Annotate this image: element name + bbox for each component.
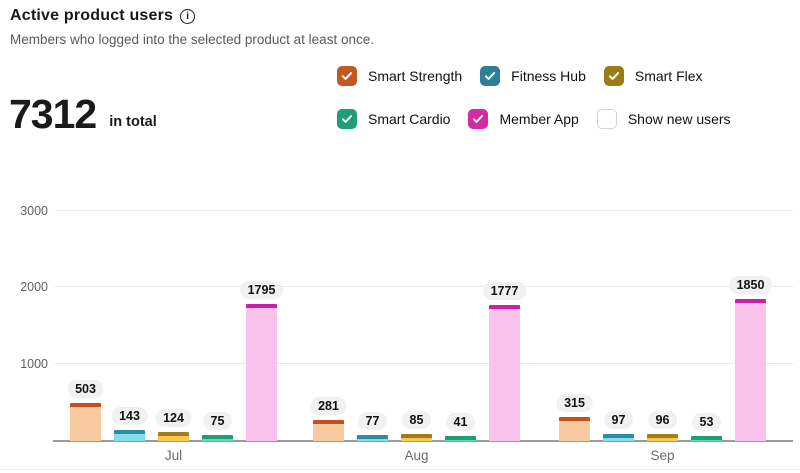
value-label-smart-flex-sep: 96 bbox=[647, 411, 678, 429]
info-icon[interactable]: i bbox=[180, 8, 196, 24]
total-label: in total bbox=[109, 114, 157, 130]
total-block: 7312 in total bbox=[9, 94, 157, 135]
legend-item-smart-strength[interactable]: Smart Strength bbox=[337, 66, 462, 86]
y-tick-label-2000: 2000 bbox=[20, 280, 48, 294]
chart-legend: Smart Strength Fitness Hub Smart Flex Smart… bbox=[337, 66, 731, 129]
bar-smart-flex-aug bbox=[401, 434, 432, 441]
x-tick-label-sep: Sep bbox=[650, 448, 675, 463]
value-label-smart-strength-aug: 281 bbox=[310, 397, 347, 415]
bar-smart-cardio-sep bbox=[691, 436, 722, 441]
card-subtitle: Members who logged into the selected pro… bbox=[10, 32, 374, 47]
value-label-fitness-hub-jul: 143 bbox=[111, 407, 148, 425]
legend-label: Smart Strength bbox=[368, 68, 463, 84]
value-label-smart-cardio-jul: 75 bbox=[202, 412, 233, 430]
y-tick-label-3000: 3000 bbox=[20, 203, 48, 218]
checkmark-icon bbox=[473, 115, 484, 123]
bar-smart-cardio-aug bbox=[445, 436, 476, 441]
legend-label: Smart Cardio bbox=[368, 111, 451, 127]
checkmark-icon bbox=[341, 72, 353, 80]
checkmark-icon bbox=[485, 72, 496, 80]
bar-smart-flex-jul bbox=[158, 432, 189, 441]
checkbox-member-app[interactable] bbox=[468, 109, 489, 129]
gridline-2000 bbox=[55, 286, 793, 287]
value-label-smart-flex-jul: 124 bbox=[155, 409, 192, 427]
value-label-smart-strength-sep: 315 bbox=[556, 394, 593, 412]
checkbox-show-new-users[interactable] bbox=[596, 109, 617, 129]
bar-chart: 1000 2000 3000 503 143 124 75 1795 Jul 281 77 85 41 1… bbox=[0, 190, 800, 473]
legend-item-smart-cardio[interactable]: Smart Cardio bbox=[337, 109, 450, 129]
card-header: Active product users i Members who logge… bbox=[10, 7, 374, 47]
checkbox-smart-cardio[interactable] bbox=[337, 109, 357, 129]
legend-item-smart-flex[interactable]: Smart Flex bbox=[603, 66, 703, 86]
legend-label: Smart Flex bbox=[634, 68, 703, 84]
value-label-member-app-jul: 1795 bbox=[239, 281, 284, 299]
legend-label: Fitness Hub bbox=[511, 68, 586, 84]
value-label-fitness-hub-sep: 97 bbox=[603, 411, 634, 429]
value-label-member-app-sep: 1850 bbox=[728, 276, 773, 294]
total-value: 7312 bbox=[9, 91, 97, 137]
y-tick-label-1000: 1000 bbox=[20, 356, 48, 371]
bar-fitness-hub-jul bbox=[114, 430, 145, 441]
checkbox-smart-flex[interactable] bbox=[603, 66, 624, 86]
x-tick-label-jul: Jul bbox=[164, 448, 183, 463]
bar-smart-strength-jul bbox=[70, 403, 101, 441]
checkmark-icon bbox=[608, 72, 619, 80]
gridline-3000 bbox=[55, 209, 793, 211]
bar-fitness-hub-sep bbox=[603, 434, 634, 441]
x-axis-line bbox=[53, 440, 793, 442]
bar-smart-strength-sep bbox=[559, 417, 590, 441]
checkbox-smart-strength[interactable] bbox=[337, 66, 357, 86]
bar-smart-strength-aug bbox=[313, 420, 344, 441]
bar-fitness-hub-aug bbox=[357, 435, 388, 441]
bar-member-app-aug bbox=[489, 305, 520, 441]
bar-smart-flex-sep bbox=[647, 434, 678, 441]
checkmark-icon bbox=[341, 115, 353, 123]
legend-label: Member App bbox=[499, 111, 579, 127]
value-label-smart-strength-jul: 503 bbox=[67, 380, 104, 398]
value-label-smart-cardio-sep: 53 bbox=[691, 413, 722, 431]
x-tick-label-aug: Aug bbox=[404, 448, 429, 463]
page-title: Active product users bbox=[10, 7, 174, 24]
bar-smart-cardio-jul bbox=[202, 435, 233, 441]
checkbox-fitness-hub[interactable] bbox=[480, 66, 501, 86]
value-label-smart-cardio-aug: 41 bbox=[445, 413, 476, 431]
legend-item-fitness-hub[interactable]: Fitness Hub bbox=[480, 66, 586, 86]
bottom-divider bbox=[0, 469, 800, 470]
legend-label: Show new users bbox=[627, 111, 731, 127]
legend-item-show-new-users[interactable]: Show new users bbox=[596, 109, 731, 129]
value-label-smart-flex-aug: 85 bbox=[401, 411, 432, 429]
gridline-1000 bbox=[55, 362, 793, 364]
value-label-member-app-aug: 1777 bbox=[482, 282, 527, 300]
value-label-fitness-hub-aug: 77 bbox=[357, 412, 388, 430]
bar-member-app-sep bbox=[735, 299, 766, 441]
legend-item-member-app[interactable]: Member App bbox=[468, 109, 579, 129]
bar-member-app-jul bbox=[246, 304, 277, 441]
